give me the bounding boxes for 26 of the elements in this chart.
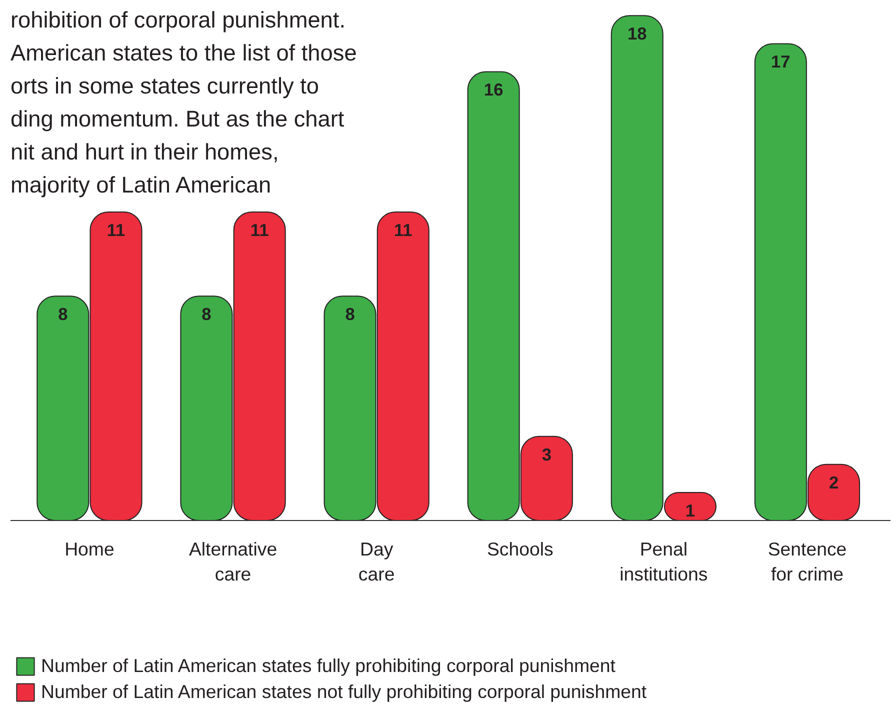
data-label: 11 <box>394 220 413 240</box>
data-label: 8 <box>202 304 212 324</box>
x-tick-label: Schools <box>486 538 554 560</box>
annotation: American states to the list of those <box>10 40 357 66</box>
x-tick-label: Penal institutions <box>620 538 708 585</box>
data-label: 11 <box>106 220 126 240</box>
annotation: rohibition of corporal punishment. <box>10 6 346 32</box>
data-label: 2 <box>828 472 839 492</box>
data-label: 16 <box>484 80 504 100</box>
data-label: 18 <box>627 24 648 44</box>
data-label: 1 <box>685 500 696 520</box>
data-label: 17 <box>771 52 790 72</box>
x-tick-label: Home <box>64 538 114 560</box>
data-label: 3 <box>542 444 552 464</box>
x-tick-label: Sentence for crime <box>768 538 847 585</box>
data-label: 8 <box>58 304 68 324</box>
x-tick-label: Alternative care <box>188 538 278 585</box>
data-label: 8 <box>345 304 356 324</box>
annotation: orts in some states currently to <box>10 72 319 98</box>
annotation: ding momentum. But as the chart <box>10 106 345 132</box>
legend-label: Number of Latin American states fully prohibiting corporal punishment <box>41 654 616 676</box>
annotation: nit and hurt in their homes, <box>10 138 279 164</box>
legend-label: Number of Latin American states not fully prohibiting corporal punishment <box>41 680 647 702</box>
annotation: majority of Latin American <box>10 172 272 198</box>
x-tick-label: Day care <box>358 538 395 585</box>
data-label: 11 <box>250 220 270 240</box>
